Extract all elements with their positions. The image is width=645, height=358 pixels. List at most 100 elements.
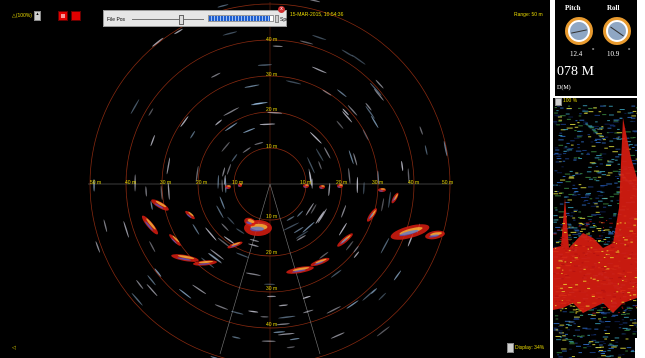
echogram-sample — [600, 105, 606, 107]
echogram-sample — [591, 214, 597, 216]
echogram-sample — [568, 224, 572, 226]
sonar-echo — [341, 205, 346, 218]
echogram-sample — [558, 356, 563, 358]
close-icon[interactable]: x — [278, 6, 285, 13]
echogram-sample — [624, 222, 626, 224]
echogram-sample — [625, 245, 629, 247]
echogram-sample — [623, 316, 629, 318]
echogram-sample — [587, 134, 591, 136]
sonar-echo — [302, 309, 314, 314]
echogram-sample — [609, 278, 613, 280]
echogram-sample — [595, 347, 602, 349]
sonar-echo — [244, 84, 260, 88]
echogram-sample — [592, 177, 597, 179]
sonar-echo — [217, 174, 220, 189]
echogram-sample — [595, 138, 601, 140]
sonar-echo — [198, 260, 214, 264]
sonar-echo — [399, 229, 419, 237]
echogram-sample — [573, 246, 578, 248]
echogram-sample — [553, 221, 557, 223]
echogram-sample — [630, 112, 634, 114]
echogram-sample — [615, 148, 621, 150]
echogram-sample — [582, 149, 587, 151]
echogram-sample — [563, 150, 567, 152]
echogram-sample — [592, 230, 595, 232]
echogram-sample — [576, 136, 582, 138]
range-tick: 50 m — [90, 180, 102, 186]
echogram-zoom-spinner[interactable] — [555, 98, 562, 106]
echogram-sample — [578, 290, 581, 292]
file-pos-slider[interactable] — [132, 19, 204, 20]
echogram-sample — [622, 293, 625, 295]
display-spinner[interactable] — [507, 343, 514, 353]
echogram-sample — [587, 186, 594, 188]
echogram-sample — [631, 115, 636, 117]
sonar-echo — [322, 89, 332, 96]
echogram-sample — [570, 140, 575, 142]
echogram-sample — [613, 291, 616, 293]
echogram-sample — [554, 191, 558, 193]
sonar-echo — [192, 284, 207, 295]
echogram-sample — [586, 124, 589, 126]
echogram-sample — [611, 243, 615, 245]
echogram-sample — [565, 274, 569, 276]
echogram-sample — [588, 235, 592, 237]
sonar-echo — [273, 331, 286, 333]
echogram-sample — [580, 224, 583, 226]
zoom-spinner[interactable]: ▲ — [33, 11, 41, 21]
echogram-sample — [554, 107, 557, 109]
sonar-echo — [214, 304, 229, 310]
stop-button[interactable] — [71, 11, 81, 21]
sonar-echo — [302, 221, 315, 233]
echogram-sample — [558, 260, 562, 262]
speed-bar[interactable] — [208, 15, 274, 22]
sonar-echo — [340, 237, 348, 245]
sonar-echo — [231, 336, 241, 339]
echogram-sample — [627, 299, 632, 301]
echogram-sample — [584, 194, 591, 196]
echogram-sample — [557, 354, 560, 356]
sonar-echo — [217, 237, 231, 248]
echogram-sample — [579, 173, 583, 175]
echogram-sample — [561, 192, 564, 194]
sonar-echo — [222, 31, 238, 36]
zoom-control[interactable]: △(100%) ▲ — [12, 11, 41, 21]
echogram-sample — [570, 144, 574, 146]
sonar-echo — [362, 129, 369, 141]
echogram-sample — [604, 312, 611, 314]
echogram-sample — [607, 161, 614, 163]
echogram-sample — [556, 182, 563, 184]
echogram-sample — [612, 170, 619, 172]
echogram-sample — [602, 206, 607, 208]
echogram-sample — [566, 107, 572, 109]
echogram-sample — [634, 232, 636, 234]
echogram-sample — [611, 346, 617, 348]
sonar-echo — [286, 216, 295, 221]
echogram-sample — [565, 333, 568, 335]
echogram-sample — [573, 157, 578, 159]
echogram-panel[interactable]: 100 % — [553, 98, 637, 358]
sonar-echo — [346, 300, 359, 309]
roll-degree: ° — [628, 48, 631, 54]
sonar-echo — [317, 208, 327, 224]
echogram-sample — [577, 156, 580, 158]
echogram-sample — [596, 254, 600, 256]
echogram-sample — [632, 110, 637, 112]
echogram-sample — [575, 173, 582, 175]
file-pos-thumb[interactable] — [178, 15, 184, 25]
echogram-sample — [614, 182, 618, 184]
sonar-echo — [337, 89, 347, 98]
record-button[interactable] — [58, 11, 68, 21]
echogram-sample — [586, 152, 590, 154]
echogram-sample — [604, 338, 608, 340]
echogram-sample — [586, 153, 590, 155]
echogram-sample — [619, 222, 622, 224]
sonar-display[interactable]: △(100%) ▲ File Pos Speed x 15-MAR-2015, … — [0, 0, 550, 358]
range-tick: 20 m — [266, 107, 278, 113]
echogram-sample — [568, 116, 574, 118]
echogram-sample — [567, 329, 571, 331]
sonar-echo — [169, 234, 181, 246]
speed-spinner[interactable] — [275, 15, 279, 23]
sonar-echo — [223, 107, 240, 116]
echogram-sample — [629, 319, 633, 321]
